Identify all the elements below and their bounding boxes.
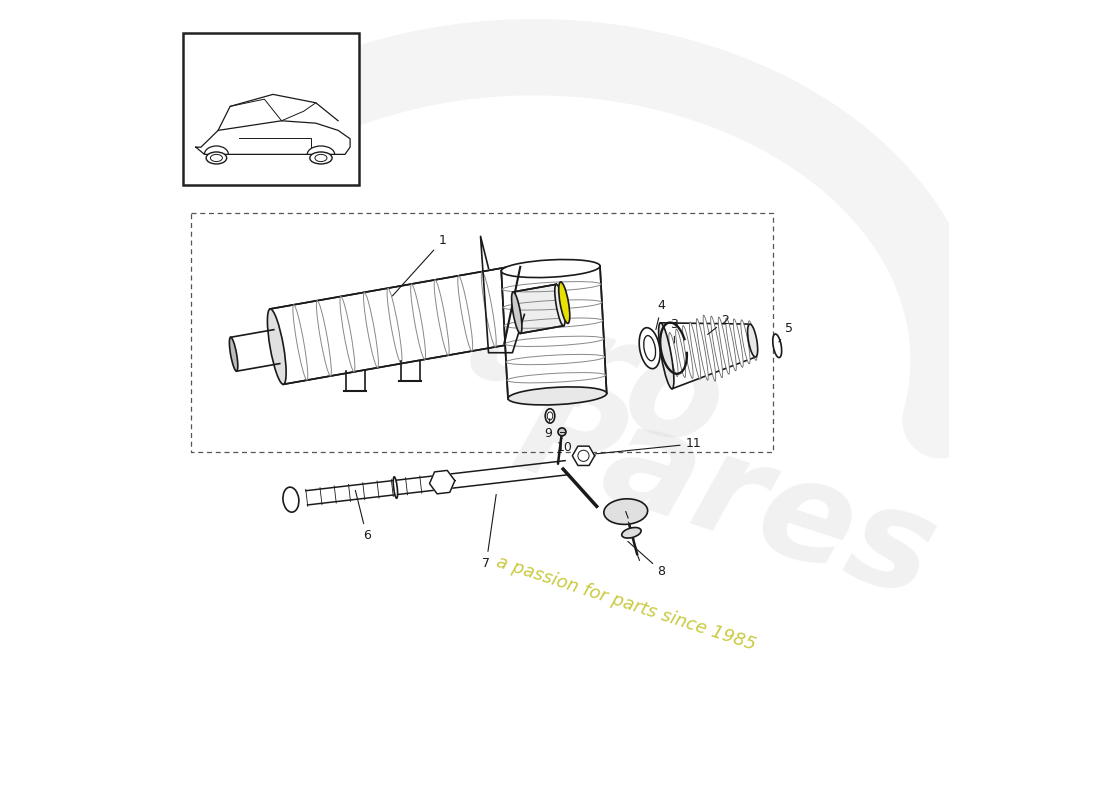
Text: 3: 3	[670, 318, 679, 343]
Polygon shape	[572, 446, 595, 466]
Ellipse shape	[748, 321, 757, 360]
Ellipse shape	[703, 315, 716, 381]
Text: 4: 4	[656, 299, 666, 330]
Ellipse shape	[726, 318, 736, 370]
Polygon shape	[502, 266, 607, 398]
Ellipse shape	[210, 154, 222, 162]
Ellipse shape	[283, 487, 299, 512]
Text: Pares: Pares	[499, 365, 952, 626]
Ellipse shape	[675, 329, 685, 378]
Text: 9: 9	[544, 418, 552, 440]
Circle shape	[578, 450, 590, 462]
Ellipse shape	[740, 320, 750, 364]
Text: 6: 6	[355, 490, 371, 542]
Ellipse shape	[547, 412, 553, 420]
Ellipse shape	[659, 323, 674, 389]
Ellipse shape	[604, 499, 648, 525]
Ellipse shape	[393, 477, 397, 498]
Ellipse shape	[644, 335, 656, 361]
Text: 11: 11	[595, 438, 702, 454]
Ellipse shape	[748, 324, 758, 357]
Ellipse shape	[734, 319, 744, 367]
Polygon shape	[271, 267, 519, 384]
Ellipse shape	[621, 527, 641, 538]
Ellipse shape	[718, 317, 729, 374]
Ellipse shape	[773, 334, 782, 358]
Ellipse shape	[546, 409, 554, 423]
Ellipse shape	[315, 154, 327, 162]
Ellipse shape	[696, 318, 708, 380]
Ellipse shape	[512, 292, 521, 334]
Ellipse shape	[558, 428, 565, 436]
Bar	[184, 34, 359, 185]
Ellipse shape	[206, 152, 227, 164]
Ellipse shape	[502, 259, 600, 278]
Ellipse shape	[559, 282, 570, 323]
Text: 7: 7	[482, 494, 496, 570]
Ellipse shape	[230, 338, 238, 371]
Ellipse shape	[639, 328, 660, 369]
Ellipse shape	[508, 387, 607, 405]
Ellipse shape	[554, 284, 565, 326]
Ellipse shape	[310, 152, 332, 164]
Polygon shape	[660, 323, 756, 389]
Text: a passion for parts since 1985: a passion for parts since 1985	[494, 553, 758, 654]
Text: 5: 5	[779, 322, 793, 342]
Ellipse shape	[690, 322, 701, 379]
Ellipse shape	[662, 336, 671, 375]
Ellipse shape	[669, 333, 678, 377]
Text: 1: 1	[393, 234, 447, 296]
Ellipse shape	[503, 267, 521, 342]
Text: 2: 2	[707, 314, 729, 334]
Ellipse shape	[683, 326, 693, 378]
Polygon shape	[429, 470, 454, 494]
Ellipse shape	[267, 309, 286, 384]
Text: 8: 8	[628, 542, 666, 578]
Text: 10: 10	[557, 438, 572, 454]
Polygon shape	[513, 284, 563, 334]
Text: euro: euro	[360, 241, 740, 479]
Ellipse shape	[711, 316, 723, 378]
